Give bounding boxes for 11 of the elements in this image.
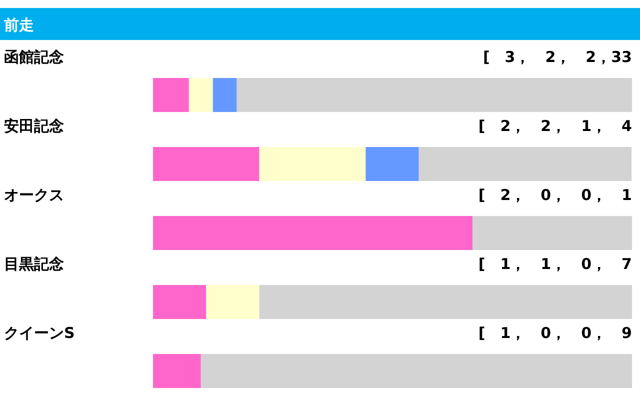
y-tick-label: オークス <box>4 186 64 204</box>
annotation: [ 2， 0， 0， 1 <box>478 186 632 204</box>
y-tick-label: 目黒記念 <box>4 255 64 273</box>
y-tick-label: 安田記念 <box>4 117 64 135</box>
annotation: [ 3， 2， 2，33 <box>482 48 632 66</box>
y-tick-label: クイーンS <box>4 324 75 342</box>
annotation: [ 2， 2， 1， 4 <box>478 117 632 135</box>
y-tick-label: 函館記念 <box>4 48 64 66</box>
text: 前走 <box>3 16 34 34</box>
annotation: [ 1， 1， 0， 7 <box>478 255 632 273</box>
annotation: [ 1， 0， 0， 9 <box>478 324 632 342</box>
